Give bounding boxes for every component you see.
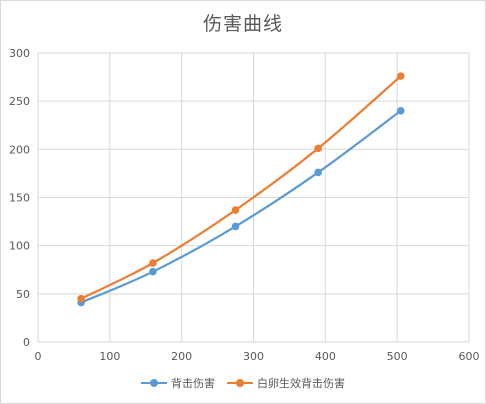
y-tick-label: 250 — [9, 95, 30, 108]
x-tick-label: 500 — [387, 350, 408, 363]
x-tick-label: 0 — [35, 350, 42, 363]
x-tick-label: 300 — [243, 350, 264, 363]
x-tick-label: 100 — [99, 350, 120, 363]
y-tick-label: 150 — [9, 192, 30, 205]
y-tick-label: 100 — [9, 240, 30, 253]
y-tick-label: 200 — [9, 143, 30, 156]
series-2-point — [396, 72, 405, 80]
series-2-line — [80, 75, 402, 300]
axis-tick-labels: 0 50 100 150 200 250 300 0 100 200 300 400 500 600 — [9, 47, 480, 363]
legend-item-series-2: 白卵生效背击伤害 — [227, 375, 345, 391]
series-2-point — [149, 259, 157, 267]
series-2-point — [231, 206, 240, 214]
legend-marker-series-1 — [141, 378, 167, 388]
x-tick-label: 400 — [315, 350, 336, 363]
series-1-point — [396, 107, 405, 115]
x-tick-label: 600 — [459, 350, 480, 363]
legend: 背击伤害 白卵生效背击伤害 — [1, 375, 485, 391]
series-2-point — [314, 144, 322, 153]
x-tick-label: 200 — [171, 350, 192, 363]
series-1-point — [231, 222, 240, 231]
y-tick-label: 0 — [23, 336, 30, 349]
legend-label-series-2: 白卵生效背击伤害 — [257, 377, 345, 390]
series-1-point — [314, 168, 322, 177]
series-layer — [77, 72, 405, 307]
y-tick-label: 50 — [16, 288, 30, 301]
legend-marker-series-2 — [227, 378, 253, 388]
legend-item-series-1: 背击伤害 — [141, 375, 215, 391]
chart-title: 伤害曲线 — [202, 13, 283, 35]
legend-label-series-1: 背击伤害 — [171, 377, 215, 390]
series-1-point — [149, 267, 157, 276]
series-2-point — [77, 294, 85, 303]
y-tick-label: 300 — [9, 47, 30, 60]
